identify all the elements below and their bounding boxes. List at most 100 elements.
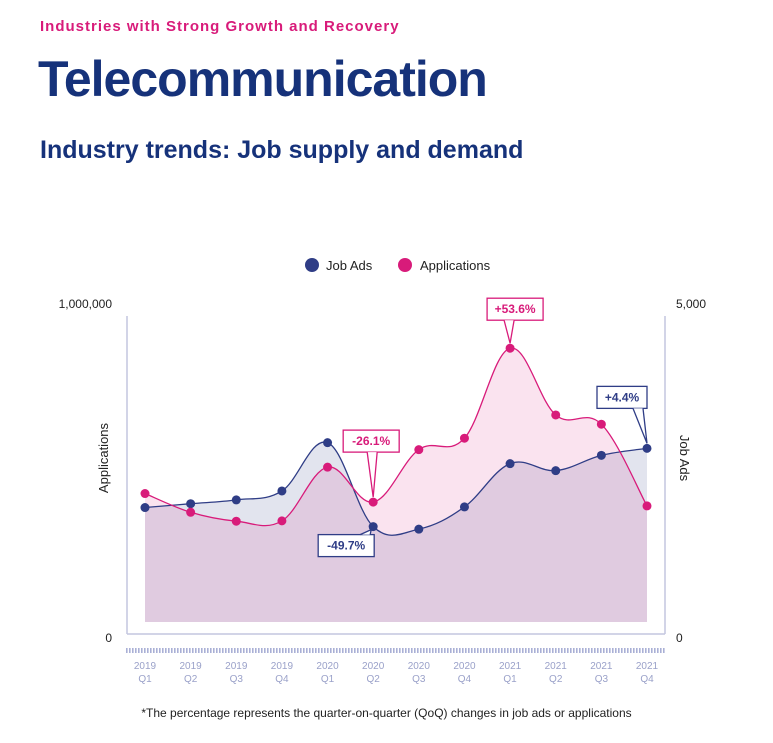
applications-point [277,516,287,526]
x-axis-band-tick [249,648,251,653]
x-axis-band-tick [495,648,497,653]
x-axis-band-tick [441,648,443,653]
annotation-pointer [632,408,648,444]
x-axis-band-tick [531,648,533,653]
x-axis-band-tick [453,648,455,653]
x-axis-band-tick [399,648,401,653]
x-axis-band-tick [126,648,128,653]
x-tick-year: 2019 [180,661,203,672]
x-axis-band-tick [603,648,605,653]
applications-point [231,516,241,526]
x-axis-band-tick [360,648,362,653]
x-axis-band-tick [231,648,233,653]
x-axis-band-tick [168,648,170,653]
legend-item-job-ads: Job Ads [305,258,373,273]
x-axis-band-tick [225,648,227,653]
x-axis-band-tick [474,648,476,653]
x-axis-band-tick [630,648,632,653]
x-axis-band-tick [174,648,176,653]
x-tick-year: 2020 [453,661,476,672]
x-axis-band-tick [201,648,203,653]
x-axis-band-tick [207,648,209,653]
x-axis-band-tick [429,648,431,653]
x-axis-band-tick [600,648,602,653]
x-axis-band-tick [180,648,182,653]
x-tick-label: 2021 Q2 [545,661,568,685]
applications-point [323,462,333,472]
left-axis-title: Applications [96,422,111,493]
x-axis-band-tick [351,648,353,653]
x-axis-band-tick [519,648,521,653]
x-axis-band-tick [414,648,416,653]
x-axis-band-tick [375,648,377,653]
x-tick-year: 2021 [590,661,613,672]
x-axis-band-tick [189,648,191,653]
footnote: *The percentage represents the quarter-o… [141,706,632,720]
x-axis-band-tick [564,648,566,653]
job-ads-point [231,495,241,505]
x-axis-band-tick [543,648,545,653]
applications-point [551,410,561,420]
x-axis-band-tick [330,648,332,653]
x-axis-band-tick [420,648,422,653]
x-axis-band-tick [567,648,569,653]
x-tick-quarter: Q1 [503,674,517,685]
annotation-label: -49.7% [327,539,365,553]
x-axis-band-tick [651,648,653,653]
x-axis-band-tick [516,648,518,653]
x-axis-band-tick [318,648,320,653]
job-ads-point [414,524,424,534]
x-tick-label: 2021 Q1 [499,661,522,685]
x-axis-band-tick [381,648,383,653]
x-tick-year: 2021 [545,661,568,672]
x-axis-band-tick [213,648,215,653]
x-axis-band-tick [156,648,158,653]
x-axis-band-tick [147,648,149,653]
x-axis-band-tick [594,648,596,653]
x-axis-band-tick [312,648,314,653]
page-subtitle: Industry trends: Job supply and demand [40,136,524,164]
x-axis-band-tick [354,648,356,653]
x-axis-band-tick [570,648,572,653]
x-axis-band-tick [267,648,269,653]
x-axis-band-tick [285,648,287,653]
x-axis-band-tick [537,648,539,653]
x-axis-band-tick [471,648,473,653]
x-axis-band-tick [480,648,482,653]
x-axis-band-tick [459,648,461,653]
job-ads-point [186,499,196,509]
annotation-callout: -49.7% [317,528,375,558]
x-axis-band-tick [270,648,272,653]
x-axis-band-tick [357,648,359,653]
x-axis-band-tick [660,648,662,653]
x-axis-band-tick [642,648,644,653]
x-axis-band-tick [192,648,194,653]
x-tick-quarter: Q1 [138,674,152,685]
right-axis-tick-min: 0 [676,631,683,645]
x-axis-band-tick [432,648,434,653]
x-axis-band-tick [549,648,551,653]
x-axis-band-tick [624,648,626,653]
x-axis-band [126,648,665,653]
x-axis-band-tick [243,648,245,653]
x-tick-year: 2019 [271,661,294,672]
x-axis-band-tick [396,648,398,653]
x-axis-band-tick [237,648,239,653]
legend-swatch-applications [398,258,412,272]
annotation-box [596,385,648,410]
x-axis-band-tick [573,648,575,653]
job-ads-point [596,450,606,460]
job-supply-demand-chart: Job Ads Applications 1,000,000 0 5,000 0 Appli… [59,258,706,685]
x-axis-band-tick [378,648,380,653]
x-axis-band-tick [309,648,311,653]
legend-swatch-job-ads [305,258,319,272]
x-axis-band-tick [648,648,650,653]
annotation-pointer [366,452,378,498]
x-axis-band-tick [555,648,557,653]
x-axis-band-tick [345,648,347,653]
x-axis-band-tick [576,648,578,653]
job-ads-point [459,502,469,512]
x-axis-band-tick [411,648,413,653]
left-axis-tick-min: 0 [105,631,112,645]
x-axis-band-tick [408,648,410,653]
